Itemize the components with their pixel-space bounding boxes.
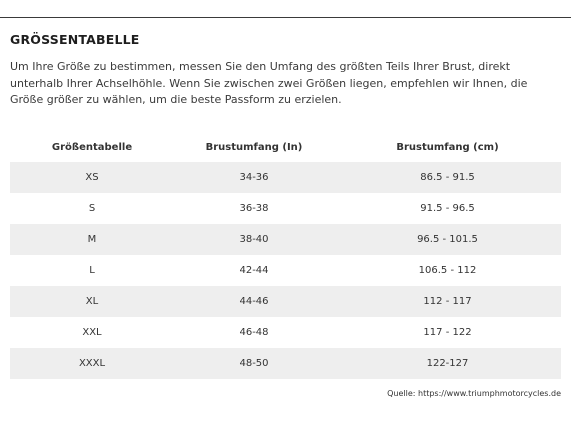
chest-cm-cell: 106.5 - 112 xyxy=(334,255,561,286)
chest-in-cell: 46-48 xyxy=(174,317,334,348)
size-cell: XS xyxy=(10,162,174,193)
size-cell: L xyxy=(10,255,174,286)
chest-cm-cell: 117 - 122 xyxy=(334,317,561,348)
chest-in-cell: 44-46 xyxy=(174,286,334,317)
header-chest-in: Brustumfang (In) xyxy=(205,141,303,153)
source-credit: Quelle: https://www.triumphmotorcycles.d… xyxy=(387,389,561,398)
table-row: L 42-44 106.5 - 112 xyxy=(10,255,561,286)
chest-in-cell: 34-36 xyxy=(174,162,334,193)
page-title: GRÖSSENTABELLE xyxy=(10,32,140,47)
table-header-row: Größentabelle Brustumfang (In) Brustumfa… xyxy=(10,132,561,162)
table-row: XXL 46-48 117 - 122 xyxy=(10,317,561,348)
table-row: XL 44-46 112 - 117 xyxy=(10,286,561,317)
chest-in-cell: 42-44 xyxy=(174,255,334,286)
size-cell: S xyxy=(10,193,174,224)
header-size: Größentabelle xyxy=(51,141,133,153)
header-chest-cm: Brustumfang (cm) xyxy=(396,141,499,153)
size-cell: XXXL xyxy=(10,348,174,379)
chest-cm-cell: 122-127 xyxy=(334,348,561,379)
size-table: Größentabelle Brustumfang (In) Brustumfa… xyxy=(10,132,561,379)
chest-cm-cell: 96.5 - 101.5 xyxy=(334,224,561,255)
size-cell: XL xyxy=(10,286,174,317)
table-row: XXXL 48-50 122-127 xyxy=(10,348,561,379)
table-row: XS 34-36 86.5 - 91.5 xyxy=(10,162,561,193)
size-cell: M xyxy=(10,224,174,255)
chest-in-cell: 48-50 xyxy=(174,348,334,379)
chest-cm-cell: 112 - 117 xyxy=(334,286,561,317)
table-row: M 38-40 96.5 - 101.5 xyxy=(10,224,561,255)
chest-cm-cell: 91.5 - 96.5 xyxy=(334,193,561,224)
intro-paragraph: Um Ihre Größe zu bestimmen, messen Sie d… xyxy=(10,60,528,106)
chest-in-cell: 38-40 xyxy=(174,224,334,255)
size-cell: XXL xyxy=(10,317,174,348)
top-divider xyxy=(0,17,571,18)
table-row: S 36-38 91.5 - 96.5 xyxy=(10,193,561,224)
chest-cm-cell: 86.5 - 91.5 xyxy=(334,162,561,193)
chest-in-cell: 36-38 xyxy=(174,193,334,224)
